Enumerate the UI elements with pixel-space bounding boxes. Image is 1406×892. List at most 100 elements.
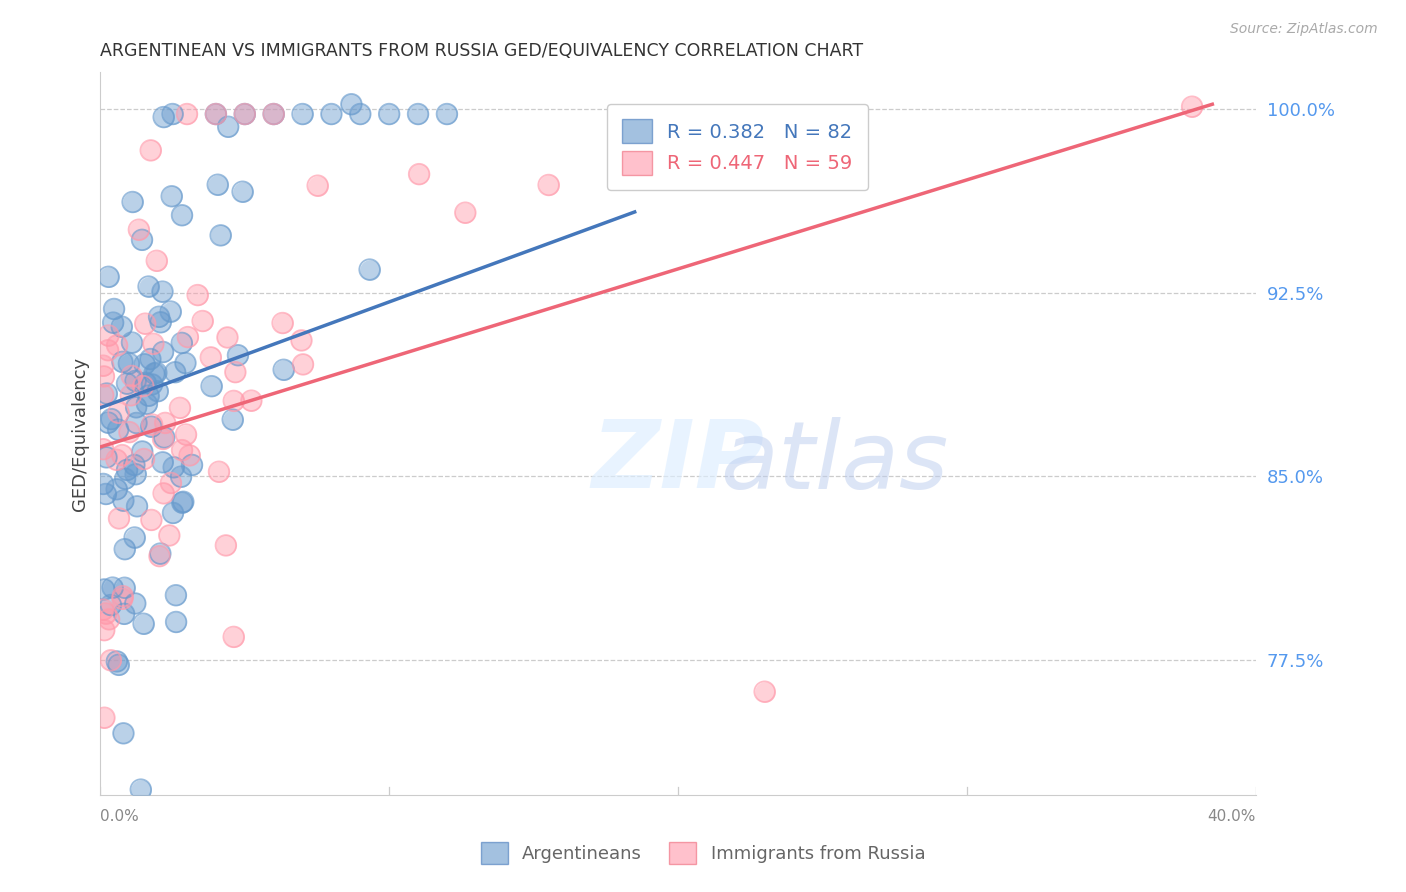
Point [125,500,148,514]
Point [111,591,134,606]
Point [121,194,143,209]
Point [93,582,115,597]
Point [200,351,222,365]
Point [157,528,180,542]
Point [132,379,155,393]
Point [118,425,141,439]
Point [226,348,249,362]
Point [132,616,155,631]
Point [120,388,142,402]
Point [103,301,125,316]
Point [135,376,157,390]
Point [179,449,201,463]
Point [111,591,134,606]
Point [170,443,193,458]
Point [125,401,148,415]
Point [160,189,183,203]
Point [177,330,200,344]
Point [93,369,115,384]
Point [152,486,174,500]
Point [128,223,150,237]
Point [273,363,295,377]
Point [162,506,184,520]
Point [97,416,120,430]
Point [222,393,245,408]
Point [142,336,165,351]
Point [152,110,174,124]
Point [160,475,183,490]
Point [146,384,169,399]
Point [143,367,166,381]
Point [105,655,128,669]
Point [222,412,245,426]
Point [107,423,129,437]
Point [163,460,186,475]
Point [162,107,184,121]
Point [108,511,131,525]
Point [124,467,146,482]
Point [181,458,204,472]
Point [162,506,184,520]
Point [170,443,193,458]
Point [153,430,176,444]
Point [135,376,157,390]
Point [141,377,163,392]
Point [141,377,163,392]
Point [378,107,401,121]
Point [271,316,294,330]
Point [93,623,115,637]
Point [97,328,120,343]
Point [321,107,343,121]
Point [378,107,401,121]
Point [97,328,120,343]
Point [163,460,186,475]
Point [174,356,197,370]
Point [160,475,183,490]
Point [152,455,174,469]
Point [101,581,124,595]
Point [232,185,254,199]
Point [96,450,118,465]
Point [152,285,174,299]
Point [209,228,232,243]
Point [93,711,115,725]
Point [94,607,117,621]
Point [114,472,136,486]
Point [200,351,222,365]
Point [124,374,146,388]
Point [128,223,150,237]
Point [146,384,169,399]
Point [107,406,129,420]
Point [139,144,162,158]
Point [91,602,114,616]
Point [97,416,120,430]
Point [131,233,153,247]
Point [454,205,477,219]
Point [537,178,560,192]
Point [135,397,157,411]
Point [408,167,430,181]
Point [112,493,135,508]
Point [454,205,477,219]
Point [138,389,160,403]
Point [152,455,174,469]
Point [121,368,143,383]
Point [307,178,329,193]
Point [105,452,128,467]
Point [121,335,143,350]
Point [165,588,187,602]
Point [169,401,191,415]
Point [273,363,295,377]
Point [134,357,156,371]
Point [121,335,143,350]
Point [170,208,193,222]
Point [200,379,222,393]
Point [141,513,163,527]
Point [224,365,246,379]
Point [112,726,135,740]
Text: ARGENTINEAN VS IMMIGRANTS FROM RUSSIA GED/EQUIVALENCY CORRELATION CHART: ARGENTINEAN VS IMMIGRANTS FROM RUSSIA GE… [100,42,863,60]
Point [181,458,204,472]
Point [115,376,138,391]
Point [290,334,312,348]
Point [132,379,155,393]
